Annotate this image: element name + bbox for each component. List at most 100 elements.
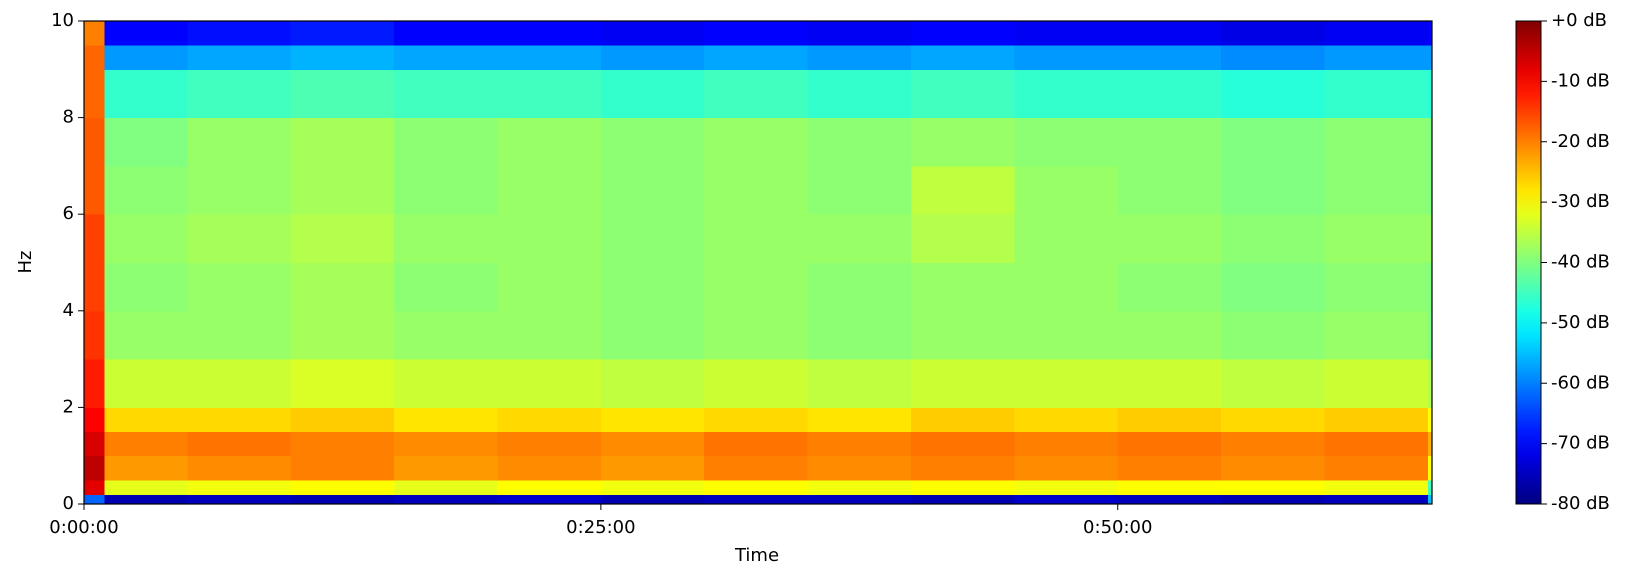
heatmap-cell: [1221, 262, 1325, 312]
heatmap-cell: [187, 21, 292, 46]
heatmap-cell: [1117, 359, 1222, 408]
heatmap-cell: [84, 69, 106, 119]
heatmap-cell: [1427, 21, 1433, 46]
heatmap-cell: [290, 455, 395, 481]
heatmap-cell: [290, 431, 395, 457]
heatmap-cell: [394, 117, 498, 167]
heatmap-cell: [600, 21, 705, 46]
heatmap-cell: [600, 214, 705, 263]
heatmap-cell: [187, 359, 292, 408]
heatmap-cell: [704, 310, 809, 360]
heatmap-cell: [497, 359, 602, 408]
heatmap-cell: [600, 407, 705, 433]
heatmap-cell: [704, 69, 809, 119]
heatmap-cell: [1427, 310, 1433, 360]
heatmap-cell: [1324, 479, 1429, 495]
heatmap-cell: [910, 69, 1015, 119]
heatmap-cell: [290, 21, 395, 46]
heatmap-cell: [1117, 407, 1222, 433]
heatmap-cell: [1014, 310, 1119, 360]
heatmap-cell: [1117, 21, 1222, 46]
heatmap-cell: [497, 117, 602, 167]
heatmap-cell: [84, 407, 106, 433]
colorbar: [1515, 20, 1542, 505]
heatmap-cell: [1324, 117, 1429, 167]
heatmap-cell: [600, 431, 705, 457]
heatmap-cell: [84, 214, 106, 263]
heatmap-cell: [910, 262, 1015, 312]
x-tick-label: 0:50:00: [1083, 517, 1152, 538]
heatmap-cell: [84, 479, 106, 495]
heatmap-cell: [910, 494, 1015, 505]
heatmap-cell: [1324, 407, 1429, 433]
y-tick-label: 0: [63, 493, 74, 514]
heatmap-cell: [1427, 214, 1433, 263]
heatmap-cell: [104, 214, 188, 263]
heatmap-cell: [497, 310, 602, 360]
heatmap-cell: [290, 45, 395, 70]
heatmap-cell: [600, 359, 705, 408]
heatmap-cell: [704, 431, 809, 457]
heatmap-cell: [1427, 479, 1433, 495]
heatmap-cell: [1427, 455, 1433, 481]
heatmap-cell: [1117, 262, 1222, 312]
heatmap-cell: [84, 431, 106, 457]
heatmap-cell: [807, 45, 912, 70]
heatmap-cell: [910, 45, 1015, 70]
heatmap-cell: [1014, 359, 1119, 408]
heatmap-cell: [290, 310, 395, 360]
x-tick-label: 0:25:00: [566, 517, 635, 538]
colorbar-tick-label: +0 dB: [1551, 10, 1607, 31]
heatmap-cell: [910, 165, 1015, 215]
heatmap-cell: [1117, 69, 1222, 119]
heatmap-cell: [1221, 214, 1325, 263]
heatmap-cell: [497, 21, 602, 46]
heatmap-cell: [187, 117, 292, 167]
heatmap-cell: [1324, 359, 1429, 408]
heatmap-cell: [910, 455, 1015, 481]
heatmap-cell: [1427, 69, 1433, 119]
colorbar-tick-label: -50 dB: [1551, 312, 1610, 333]
heatmap-cell: [394, 455, 498, 481]
heatmap-cell: [704, 165, 809, 215]
heatmap-cell: [910, 431, 1015, 457]
heatmap-cell: [704, 214, 809, 263]
colorbar-tick-label: -20 dB: [1551, 131, 1610, 152]
heatmap-cell: [1117, 165, 1222, 215]
heatmap-cell: [1221, 165, 1325, 215]
colorbar-tick-label: -80 dB: [1551, 493, 1610, 514]
heatmap-cell: [394, 69, 498, 119]
heatmap-cell: [704, 479, 809, 495]
heatmap-cell: [1221, 479, 1325, 495]
heatmap-cell: [497, 431, 602, 457]
heatmap-cell: [84, 310, 106, 360]
heatmap-cell: [1117, 117, 1222, 167]
heatmap-cell: [1014, 214, 1119, 263]
heatmap-cell: [394, 21, 498, 46]
heatmap-cell: [1324, 494, 1429, 505]
heatmap-cell: [104, 494, 188, 505]
heatmap-cell: [1221, 407, 1325, 433]
heatmap-cell: [807, 310, 912, 360]
heatmap-cell: [1324, 21, 1429, 46]
heatmap-cell: [290, 407, 395, 433]
heatmap-cell: [1221, 45, 1325, 70]
heatmap-cell: [104, 310, 188, 360]
heatmap-cell: [1427, 117, 1433, 167]
x-axis-label: Time: [734, 545, 779, 566]
heatmap-cell: [1117, 431, 1222, 457]
heatmap-cell: [600, 69, 705, 119]
colorbar-tick-label: -60 dB: [1551, 372, 1610, 393]
heatmap-cell: [1117, 214, 1222, 263]
heatmap-cell: [187, 407, 292, 433]
heatmap-cell: [1324, 45, 1429, 70]
heatmap-cell: [290, 117, 395, 167]
heatmap-cell: [1221, 117, 1325, 167]
heatmap-cell: [807, 262, 912, 312]
heatmap-cell: [187, 479, 292, 495]
colorbar-tick-label: -70 dB: [1551, 433, 1610, 454]
heatmap-cell: [104, 21, 188, 46]
heatmap-cell: [1324, 69, 1429, 119]
heatmap-cell: [290, 214, 395, 263]
heatmap-cell: [104, 69, 188, 119]
